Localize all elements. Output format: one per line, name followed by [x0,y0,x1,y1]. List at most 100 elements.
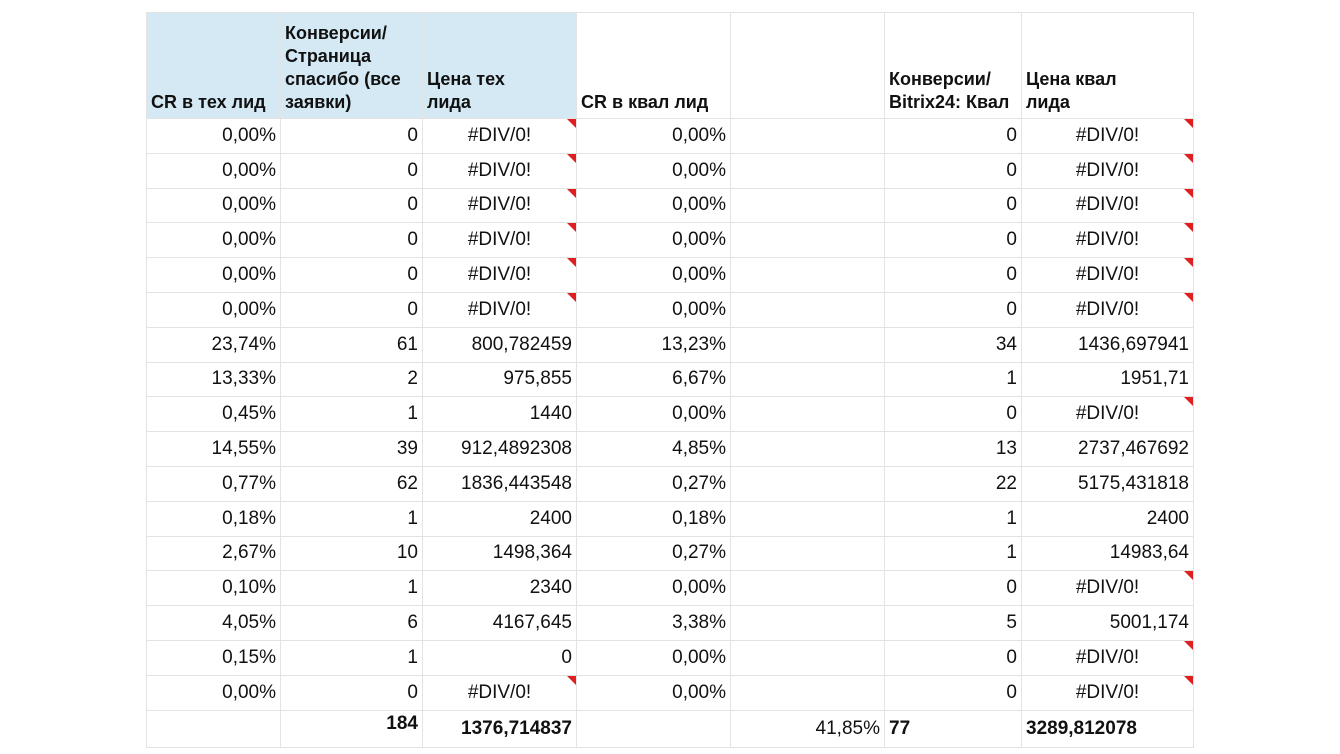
cell[interactable]: 1 [280,500,423,537]
cell[interactable]: 0,00% [576,396,731,433]
cell[interactable]: 0,00% [146,118,281,154]
cell[interactable]: 13,23% [576,326,731,363]
cell[interactable]: 0 [280,187,423,224]
cell[interactable]: 0,18% [146,500,281,537]
cell[interactable]: 1951,71 [1021,361,1194,398]
cell[interactable]: 0,00% [146,152,281,189]
cell[interactable] [730,431,885,467]
cell[interactable]: 800,782459 [422,326,577,363]
cell[interactable]: 23,74% [146,326,281,363]
cell[interactable]: 975,855 [422,361,577,398]
cell[interactable]: 0,45% [146,396,281,433]
header-cell[interactable]: Конверсии/ Bitrix24: Квал [884,12,1022,119]
cell[interactable]: 0,00% [576,187,731,224]
cell[interactable]: 0 [280,257,423,293]
cell[interactable]: #DIV/0! [1021,152,1194,189]
cell[interactable]: 34 [884,326,1022,363]
cell[interactable]: 0 [884,222,1022,259]
cell[interactable]: #DIV/0! [1021,396,1194,433]
cell[interactable]: 0,00% [146,187,281,224]
cell[interactable]: 4,05% [146,605,281,641]
cell[interactable]: 912,4892308 [422,431,577,467]
cell[interactable] [730,605,885,641]
cell[interactable]: 0 [280,152,423,189]
cell[interactable]: #DIV/0! [422,187,577,224]
cell[interactable]: 0,18% [576,500,731,537]
cell[interactable]: #DIV/0! [422,291,577,328]
cell[interactable]: 2340 [422,570,577,607]
cell[interactable]: 0 [884,674,1022,711]
cell[interactable] [730,222,885,259]
cell[interactable]: 1498,364 [422,535,577,572]
cell[interactable]: 0 [884,639,1022,676]
cell[interactable]: 39 [280,431,423,467]
header-cell[interactable]: Цена квал лида [1021,12,1194,119]
cell[interactable]: #DIV/0! [422,118,577,154]
cell[interactable]: #DIV/0! [422,257,577,293]
cell[interactable]: 0,10% [146,570,281,607]
cell[interactable]: 22 [884,465,1022,502]
cell[interactable]: 62 [280,465,423,502]
cell[interactable]: #DIV/0! [1021,639,1194,676]
cell[interactable] [730,639,885,676]
cell[interactable]: 5 [884,605,1022,641]
cell[interactable]: 2737,467692 [1021,431,1194,467]
cell[interactable] [730,674,885,711]
cell[interactable]: 5001,174 [1021,605,1194,641]
cell[interactable] [730,570,885,607]
cell[interactable]: 5175,431818 [1021,465,1194,502]
cell[interactable]: 0,00% [146,674,281,711]
cell[interactable] [730,257,885,293]
cell[interactable] [146,709,281,748]
cell[interactable]: 0 [884,118,1022,154]
cell[interactable]: 0 [884,187,1022,224]
cell[interactable]: 0,00% [146,257,281,293]
cell[interactable]: 14983,64 [1021,535,1194,572]
cell[interactable]: 2,67% [146,535,281,572]
cell[interactable]: #DIV/0! [1021,118,1194,154]
cell[interactable]: 0,77% [146,465,281,502]
cell[interactable]: 0 [280,291,423,328]
cell[interactable]: 0,00% [576,674,731,711]
cell[interactable]: #DIV/0! [1021,291,1194,328]
cell[interactable]: 0 [280,222,423,259]
cell[interactable] [576,709,731,748]
cell[interactable] [730,291,885,328]
cell[interactable]: #DIV/0! [422,674,577,711]
cell[interactable]: 6 [280,605,423,641]
cell[interactable]: 0,00% [576,639,731,676]
cell[interactable]: #DIV/0! [1021,257,1194,293]
cell[interactable]: 0 [884,396,1022,433]
cell[interactable] [730,500,885,537]
cell[interactable] [730,326,885,363]
cell[interactable]: 4167,645 [422,605,577,641]
cell[interactable]: #DIV/0! [1021,570,1194,607]
cell[interactable]: #DIV/0! [1021,674,1194,711]
header-cell[interactable] [730,12,885,119]
cell[interactable]: 0,27% [576,465,731,502]
cell[interactable]: 0,27% [576,535,731,572]
cell[interactable]: #DIV/0! [422,152,577,189]
cell[interactable]: 2 [280,361,423,398]
cell[interactable]: 1 [884,500,1022,537]
header-cell[interactable]: CR в тех лид [146,12,281,119]
cell[interactable]: 1376,714837 [422,709,577,748]
cell[interactable]: 0,00% [146,222,281,259]
header-cell[interactable]: CR в квал лид [576,12,731,119]
cell[interactable]: 61 [280,326,423,363]
cell[interactable]: 1 [884,361,1022,398]
cell[interactable]: 0 [280,674,423,711]
cell[interactable]: 0,00% [576,118,731,154]
header-cell[interactable]: Цена тех лида [422,12,577,119]
cell[interactable]: 0,00% [576,152,731,189]
cell[interactable]: 184 [280,709,423,748]
cell[interactable]: 0,00% [146,291,281,328]
cell[interactable]: 14,55% [146,431,281,467]
cell[interactable] [730,187,885,224]
cell[interactable]: 0 [280,118,423,154]
cell[interactable] [730,361,885,398]
cell[interactable]: 13 [884,431,1022,467]
cell[interactable] [730,465,885,502]
cell[interactable]: #DIV/0! [1021,222,1194,259]
cell[interactable]: 0 [884,291,1022,328]
